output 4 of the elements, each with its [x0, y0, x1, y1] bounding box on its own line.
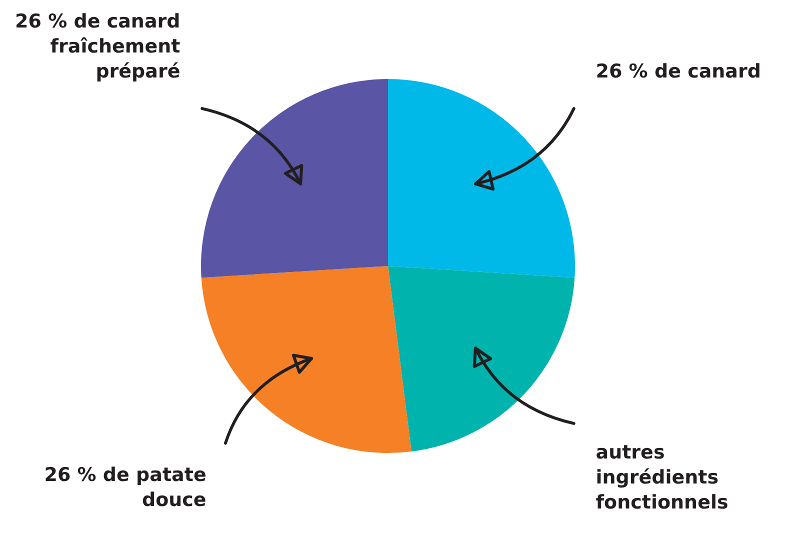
slice-label: 26 % de canard fraîchement préparé — [15, 10, 180, 82]
slice-label: 26 % de patate douce — [44, 464, 206, 511]
slice-label: autres ingrédients fonctionnels — [596, 441, 728, 514]
slice-label: 26 % de canard — [596, 60, 761, 82]
